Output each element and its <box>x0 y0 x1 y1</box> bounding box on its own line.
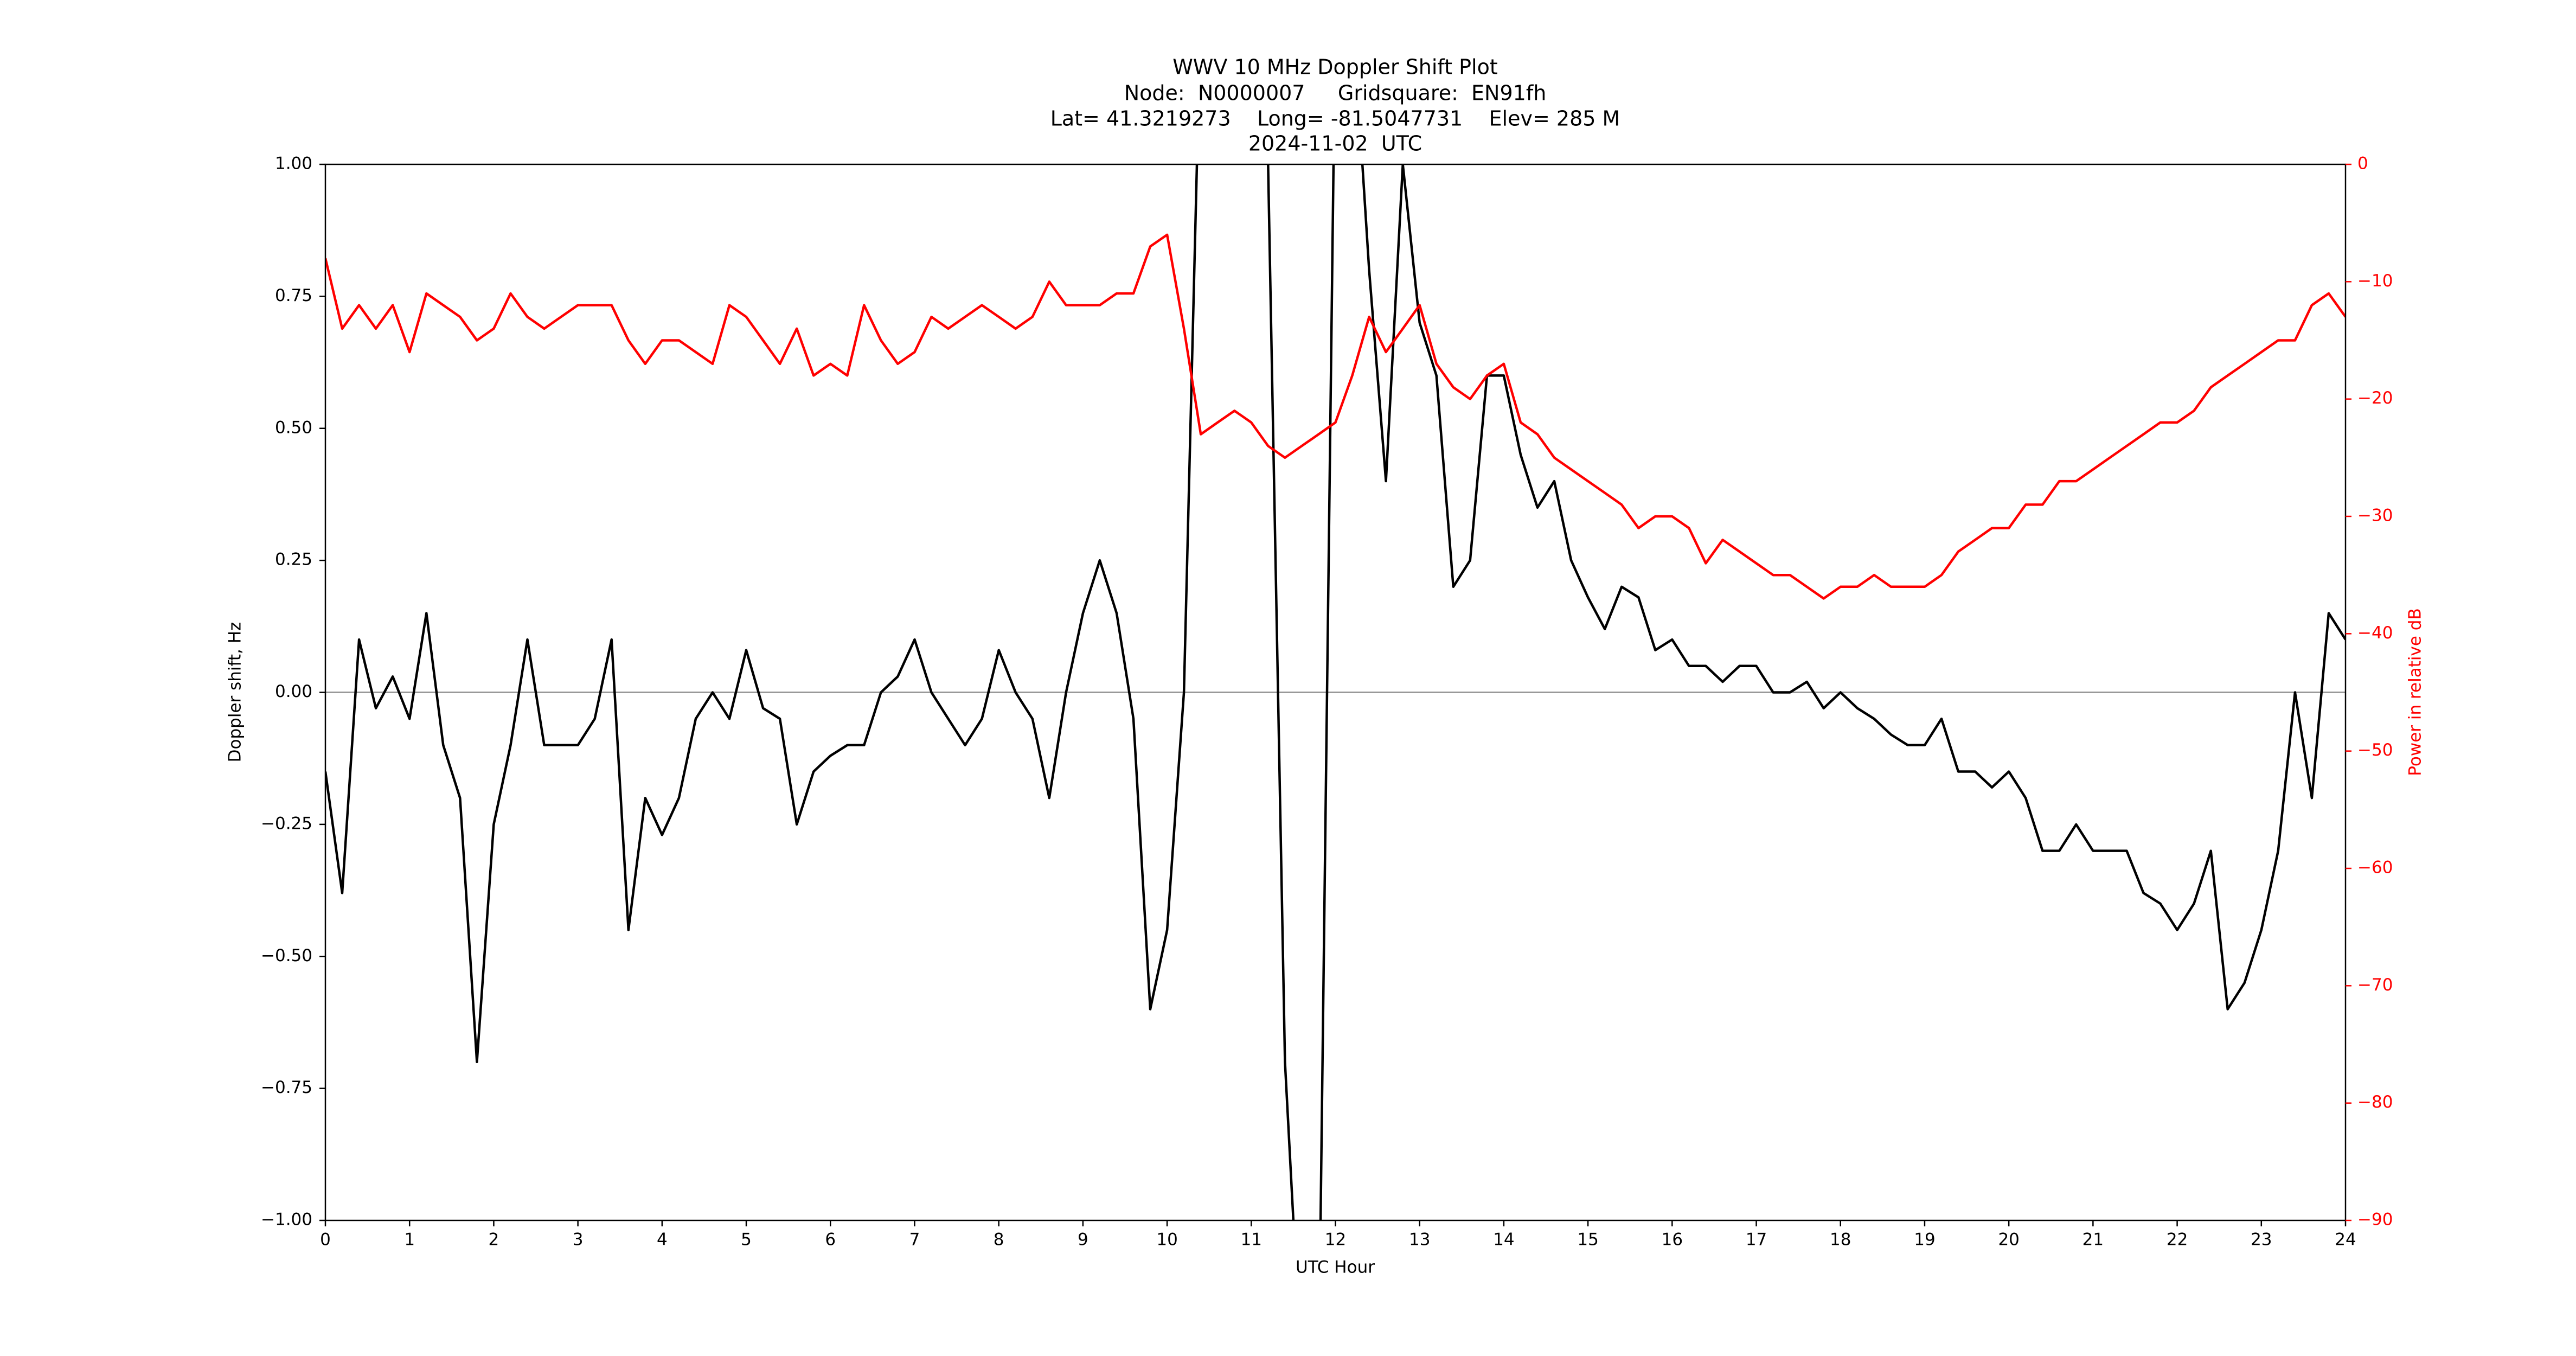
x-tick-label: 22 <box>2167 1230 2188 1250</box>
y2-tick-label: −20 <box>2357 388 2393 408</box>
x-tick-label: 19 <box>1914 1230 1935 1250</box>
x-tick-label: 17 <box>1746 1230 1767 1250</box>
y-axis-label: Doppler shift, Hz <box>226 622 245 763</box>
chart-subtitle: Lat= 41.3219273 Long= -81.5047731 Elev= … <box>1050 107 1620 131</box>
x-tick-label: 15 <box>1577 1230 1598 1250</box>
data-line <box>325 233 2346 600</box>
x-tick-label: 11 <box>1241 1230 1262 1250</box>
y-tick-label: −1.00 <box>261 1210 312 1230</box>
x-tick-label: 18 <box>1830 1230 1851 1250</box>
y-tick-label: −0.50 <box>261 946 312 965</box>
x-tick-label: 5 <box>741 1230 752 1250</box>
y-tick-label: 0.00 <box>275 682 312 701</box>
data-line <box>325 164 2346 1220</box>
chart-title: WWV 10 MHz Doppler Shift Plot <box>1172 55 1498 79</box>
y2-tick-label: −60 <box>2357 858 2393 878</box>
x-tick-label: 8 <box>994 1230 1004 1250</box>
y-tick-label: −0.25 <box>261 814 312 833</box>
y2-axis-label: Power in relative dB <box>2406 608 2425 776</box>
x-tick-label: 2 <box>489 1230 499 1250</box>
x-tick-label: 23 <box>2251 1230 2272 1250</box>
x-tick-label: 4 <box>657 1230 668 1250</box>
y2-tick-label: 0 <box>2357 154 2368 174</box>
x-tick-label: 9 <box>1078 1230 1088 1250</box>
x-tick-label: 3 <box>573 1230 584 1250</box>
y-tick-label: 0.50 <box>275 418 312 437</box>
chart-subtitle: 2024-11-02 UTC <box>1248 132 1422 156</box>
plot-area <box>325 164 2346 1220</box>
y2-tick-label: −80 <box>2357 1092 2393 1112</box>
x-tick-label: 6 <box>825 1230 836 1250</box>
y2-tick-label: −90 <box>2357 1210 2393 1230</box>
y-tick-label: 1.00 <box>275 154 312 174</box>
x-tick-label: 14 <box>1493 1230 1514 1250</box>
y2-tick-label: −40 <box>2357 623 2393 643</box>
x-tick-label: 7 <box>909 1230 920 1250</box>
y2-tick-label: −50 <box>2357 740 2393 760</box>
y2-tick-label: −30 <box>2357 506 2393 526</box>
x-tick-label: 1 <box>404 1230 415 1250</box>
y-tick-label: 0.25 <box>275 550 312 570</box>
x-tick-label: 21 <box>2082 1230 2104 1250</box>
chart-subtitle: Node: N0000007 Gridsquare: EN91fh <box>1124 81 1547 105</box>
y2-tick-label: −10 <box>2357 271 2393 291</box>
y2-tick-label: −70 <box>2357 975 2393 995</box>
x-axis-label: UTC Hour <box>1296 1258 1375 1277</box>
x-tick-label: 10 <box>1156 1230 1177 1250</box>
x-tick-label: 20 <box>1998 1230 2019 1250</box>
y-tick-label: 0.75 <box>275 286 312 305</box>
x-tick-label: 0 <box>320 1230 331 1250</box>
x-tick-label: 12 <box>1325 1230 1346 1250</box>
x-tick-label: 16 <box>1662 1230 1683 1250</box>
y-tick-label: −0.75 <box>261 1078 312 1097</box>
x-tick-label: 13 <box>1409 1230 1430 1250</box>
x-tick-label: 24 <box>2335 1230 2356 1250</box>
